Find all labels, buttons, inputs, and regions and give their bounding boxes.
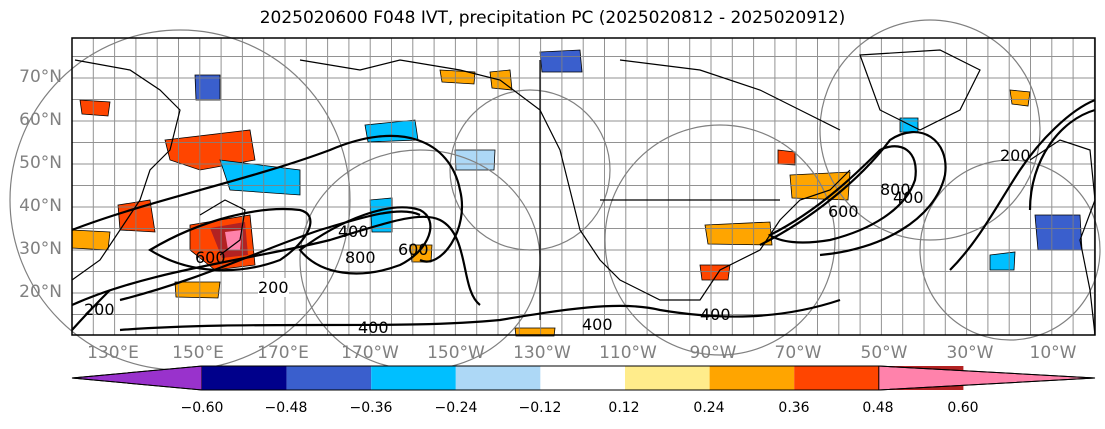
- lon-label: 170°W: [341, 343, 399, 363]
- contour-label: 200: [258, 278, 289, 297]
- lat-label: 70°N: [19, 67, 62, 87]
- coastlines: [71, 49, 1096, 336]
- colorbar-tick: −0.12: [518, 400, 562, 416]
- lon-label: 10°W: [1029, 343, 1077, 363]
- lon-label: 30°W: [946, 343, 994, 363]
- colorbar: [71, 365, 1096, 391]
- lat-label: 20°N: [19, 282, 62, 302]
- precip-blob: [989, 251, 1016, 271]
- precip-blob: [225, 230, 242, 250]
- colorbar-tick: 0.24: [693, 400, 725, 416]
- lon-label: 90°W: [689, 343, 737, 363]
- contour-label: 600: [398, 240, 429, 259]
- lat-label: 60°N: [19, 110, 62, 130]
- contour-label: 400: [582, 315, 613, 334]
- colorbar-swatch: [455, 366, 541, 390]
- colorbar-swatch: [625, 366, 710, 390]
- precip-blob: [194, 74, 221, 101]
- precip-blob: [1034, 214, 1083, 251]
- colorbar-swatch: [540, 366, 625, 390]
- contour-label: 600: [828, 202, 859, 221]
- colorbar-tick: −0.36: [349, 400, 393, 416]
- map-title: 2025020600 F048 IVT, precipitation PC (2…: [259, 8, 846, 28]
- lon-label: 150°E: [172, 343, 224, 363]
- contour-label: 200: [1000, 146, 1031, 165]
- colorbar-tick: −0.24: [434, 400, 478, 416]
- lat-label: 40°N: [19, 196, 62, 216]
- lon-label: 70°W: [774, 343, 822, 363]
- colorbar-tick: 0.48: [862, 400, 894, 416]
- lon-label: 130°E: [87, 343, 139, 363]
- colorbar-outline: [71, 365, 1096, 391]
- ivt-contours: [71, 98, 1096, 332]
- precip-blob: [71, 229, 111, 251]
- lon-label: 50°W: [860, 343, 908, 363]
- precip-blob: [454, 149, 496, 171]
- contour-label: 400: [338, 222, 369, 241]
- colorbar-swatch: [371, 366, 456, 390]
- colorbar-extend-high: [878, 365, 1096, 391]
- lon-label: 110°W: [599, 343, 657, 363]
- colorbar-tick: 0.36: [778, 400, 810, 416]
- colorbar-tick: −0.60: [180, 400, 224, 416]
- precip-blob: [219, 159, 301, 196]
- colorbar-swatch: [286, 366, 372, 390]
- precip-blob: [1009, 89, 1031, 107]
- lon-label: 130°W: [513, 343, 571, 363]
- colorbar-tick: 0.60: [947, 400, 979, 416]
- precip-blob: [174, 281, 221, 299]
- lat-label: 50°N: [19, 153, 62, 173]
- precip-blob: [539, 49, 583, 73]
- lon-label: 150°W: [427, 343, 485, 363]
- colorbar-extend-low: [71, 365, 203, 391]
- contour-label: 400: [893, 188, 924, 207]
- contour-label: 400: [700, 305, 731, 324]
- colorbar-swatch: [794, 366, 879, 390]
- precip-blob: [79, 99, 111, 117]
- colorbar-swatch: [709, 366, 795, 390]
- contour-label: 400: [358, 318, 389, 337]
- graticule: [71, 38, 1095, 335]
- colorbar-tick: −0.48: [264, 400, 308, 416]
- precip-blob: [777, 149, 796, 166]
- lat-label: 30°N: [19, 239, 62, 259]
- precip-blob: [704, 221, 773, 246]
- lon-label: 170°E: [257, 343, 309, 363]
- contour-label: 600: [195, 248, 226, 267]
- contour-label: 800: [345, 248, 376, 267]
- precip-blob: [514, 327, 556, 337]
- map-frame: [71, 37, 1096, 336]
- contour-label: 800: [880, 180, 911, 199]
- colorbar-swatch: [202, 366, 287, 390]
- colorbar-tick: 0.12: [608, 400, 640, 416]
- contour-label: 200: [84, 300, 115, 319]
